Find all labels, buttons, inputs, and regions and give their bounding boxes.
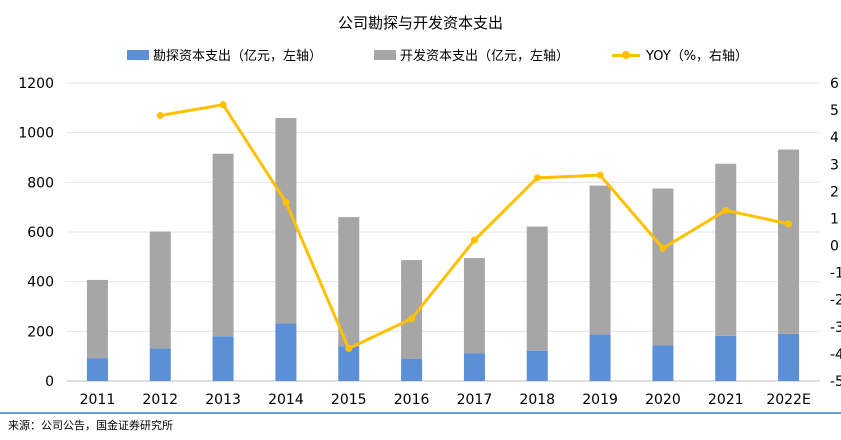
bar-development [149,231,171,349]
bar-exploration [401,358,423,381]
chart-title: 公司勘探与开发资本支出 [337,14,503,32]
x-tick-label: 2013 [205,392,241,408]
y-left-tick-label: 0 [45,374,54,390]
y-right-tick-label: -2 [830,293,841,309]
bar-development [589,185,611,335]
yoy-point [282,198,290,206]
y-right-tick-label: 5 [830,103,839,119]
bar-exploration [149,348,171,381]
yoy-point [408,315,416,323]
x-tick-label: 2020 [645,392,681,408]
bar-development [715,163,737,336]
x-tick-label: 2016 [394,392,430,408]
yoy-point [785,220,793,228]
yoy-point [659,244,667,252]
legend-label-exploration: 勘探资本支出（亿元，左轴） [153,49,323,64]
bar-exploration [715,335,737,381]
source-note: 来源：公司公告，国金证券研究所 [8,419,173,432]
bar-exploration [338,346,360,381]
y-left-tick-label: 1200 [18,76,54,92]
yoy-point [722,206,730,214]
bar-exploration [463,353,485,381]
bar-development [778,149,800,334]
legend-swatch-development [374,49,396,60]
bar-exploration [589,334,611,381]
y-right-tick-label: 4 [830,130,839,146]
y-right-tick-label: 3 [830,157,839,173]
y-right-tick-label: 2 [830,184,839,200]
y-left-tick-label: 800 [27,175,54,191]
x-tick-label: 2017 [457,392,493,408]
legend-swatch-exploration [127,49,149,60]
yoy-point [470,236,478,244]
yoy-point [533,174,541,182]
bar-development [526,226,548,351]
bar-development [652,188,674,346]
bar-exploration [526,350,548,381]
legend-item-yoy: YOY（%，右轴） [612,45,748,64]
yoy-point [345,344,353,352]
y-right-tick-label: 0 [830,239,839,255]
x-tick-label: 2018 [519,392,555,408]
bar-development [86,279,108,359]
bar-exploration [652,345,674,381]
x-tick-label: 2015 [331,392,367,408]
y-left-tick-label: 400 [27,275,54,291]
legend-item-development: 开发资本支出（亿元，左轴） [374,45,569,64]
x-tick-label: 2022E [766,392,810,408]
bar-development [212,153,234,337]
bar-exploration [275,323,297,381]
legend: 勘探资本支出（亿元，左轴） 开发资本支出（亿元，左轴） YOY（%，右轴） [0,45,841,65]
yoy-point [596,171,604,179]
bar-exploration [778,333,800,381]
y-right-tick-label: 1 [830,211,839,227]
bar-development [401,260,423,359]
y-left-tick-label: 600 [27,225,54,241]
x-tick-label: 2014 [268,392,304,408]
y-left-tick-label: 1000 [18,126,54,142]
legend-label-development: 开发资本支出（亿元，左轴） [400,49,570,64]
y-right-tick-label: -4 [830,347,841,363]
bar-development [275,118,297,324]
legend-item-exploration: 勘探资本支出（亿元，左轴） [127,45,322,64]
x-tick-label: 2021 [708,392,744,408]
y-right-tick-label: -5 [830,374,841,390]
x-tick-label: 2012 [142,392,178,408]
y-right-tick-label: 6 [830,76,839,92]
y-right-tick-label: -3 [830,320,841,336]
legend-label-yoy: YOY（%，右轴） [646,49,749,64]
legend-swatch-yoy [612,50,640,60]
yoy-point [156,112,164,120]
bar-exploration [212,336,234,381]
bar-development [463,258,485,354]
y-left-tick-label: 200 [27,324,54,340]
y-right-tick-label: -1 [830,266,841,282]
yoy-point [219,101,227,109]
x-tick-label: 2019 [582,392,618,408]
x-tick-label: 2011 [80,392,116,408]
bar-exploration [86,358,108,381]
bar-development [338,217,360,347]
